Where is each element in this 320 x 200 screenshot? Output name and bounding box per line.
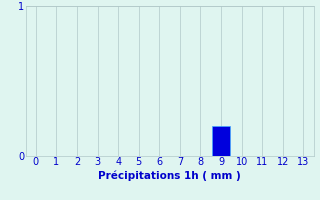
Bar — [212, 126, 230, 156]
X-axis label: Précipitations 1h ( mm ): Précipitations 1h ( mm ) — [98, 170, 241, 181]
